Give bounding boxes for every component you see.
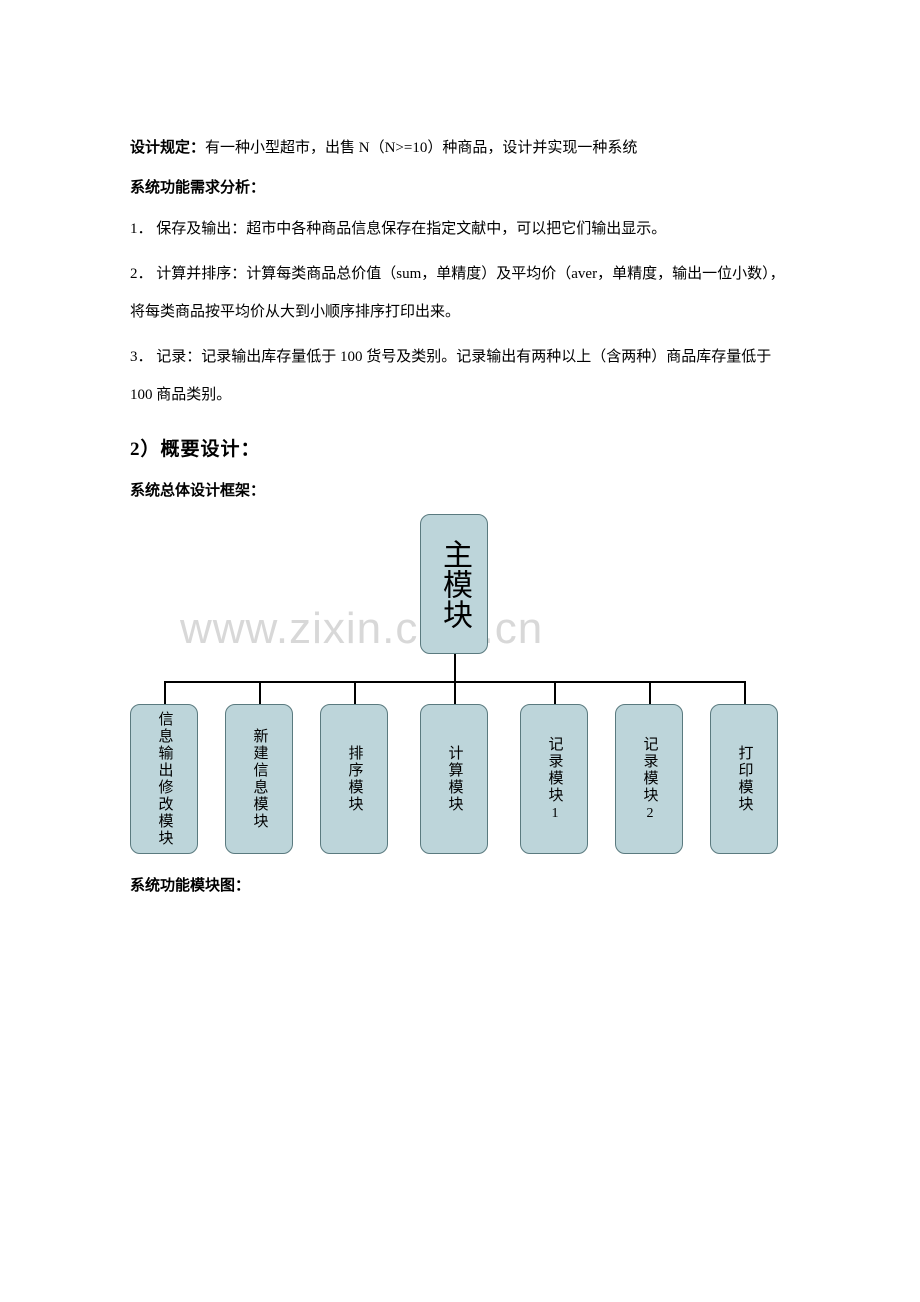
sub-module-label: 新建信息模块 — [249, 728, 270, 830]
req-item: 2． 计算并排序：计算每类商品总价值（sum，单精度）及平均价（aver，单精度… — [130, 256, 790, 331]
sub-module-box: 打印模块 — [710, 704, 778, 854]
sub-module-label: 计算模块 — [444, 745, 465, 813]
outline-title: 2）概要设计： — [130, 434, 790, 461]
connector-main-vertical — [454, 654, 456, 681]
req-item: 1． 保存及输出：超市中各种商品信息保存在指定文献中，可以把它们输出显示。 — [130, 211, 790, 249]
sub-module-box: 排序模块 — [320, 704, 388, 854]
requirements-title: 系统功能需求分析： — [130, 176, 790, 197]
sub-module-suffix: 2 — [643, 806, 658, 823]
requirements-list: 1． 保存及输出：超市中各种商品信息保存在指定文献中，可以把它们输出显示。 2．… — [130, 211, 790, 415]
main-module-box: 主模块 — [420, 514, 488, 654]
sub-module-label: 记录模块2 — [639, 736, 660, 823]
connector-drop — [554, 681, 556, 704]
sub-module-box: 新建信息模块 — [225, 704, 293, 854]
diagram-wrapper: www.zixin.com.cn 主模块 信息输出修改模块新建信息模块排序模块计… — [130, 514, 790, 854]
connector-drop — [744, 681, 746, 704]
sub-module-box: 信息输出修改模块 — [130, 704, 198, 854]
sub-module-label: 打印模块 — [734, 745, 755, 813]
sub-module-label: 信息输出修改模块 — [154, 711, 175, 847]
sub-module-suffix: 1 — [548, 806, 563, 823]
sub-module-box: 计算模块 — [420, 704, 488, 854]
sub-module-label: 排序模块 — [344, 745, 365, 813]
design-rule-text: 有一种小型超市，出售 N（N>=10）种商品，设计并实现一种系统 — [205, 140, 637, 156]
design-rule: 设计规定：有一种小型超市，出售 N（N>=10）种商品，设计并实现一种系统 — [130, 130, 790, 168]
connector-drop — [454, 681, 456, 704]
connector-drop — [354, 681, 356, 704]
req-item: 3． 记录：记录输出库存量低于 100 货号及类别。记录输出有两种以上（含两种）… — [130, 339, 790, 414]
connector-drop — [649, 681, 651, 704]
sub-module-label: 记录模块1 — [544, 736, 565, 823]
framework-title: 系统总体设计框架： — [130, 479, 790, 500]
main-module-label: 主模块 — [436, 539, 472, 629]
design-rule-label: 设计规定： — [130, 140, 205, 156]
connector-drop — [259, 681, 261, 704]
org-diagram: 主模块 信息输出修改模块 新建信息模块 排序模块 计算模块 记录模块1 记录模块2 打印模块 — [130, 514, 790, 854]
connector-drop — [164, 681, 166, 704]
sub-module-box: 记录模块2 — [615, 704, 683, 854]
sub-module-box: 记录模块1 — [520, 704, 588, 854]
module-diagram-title: 系统功能模块图： — [130, 874, 790, 895]
